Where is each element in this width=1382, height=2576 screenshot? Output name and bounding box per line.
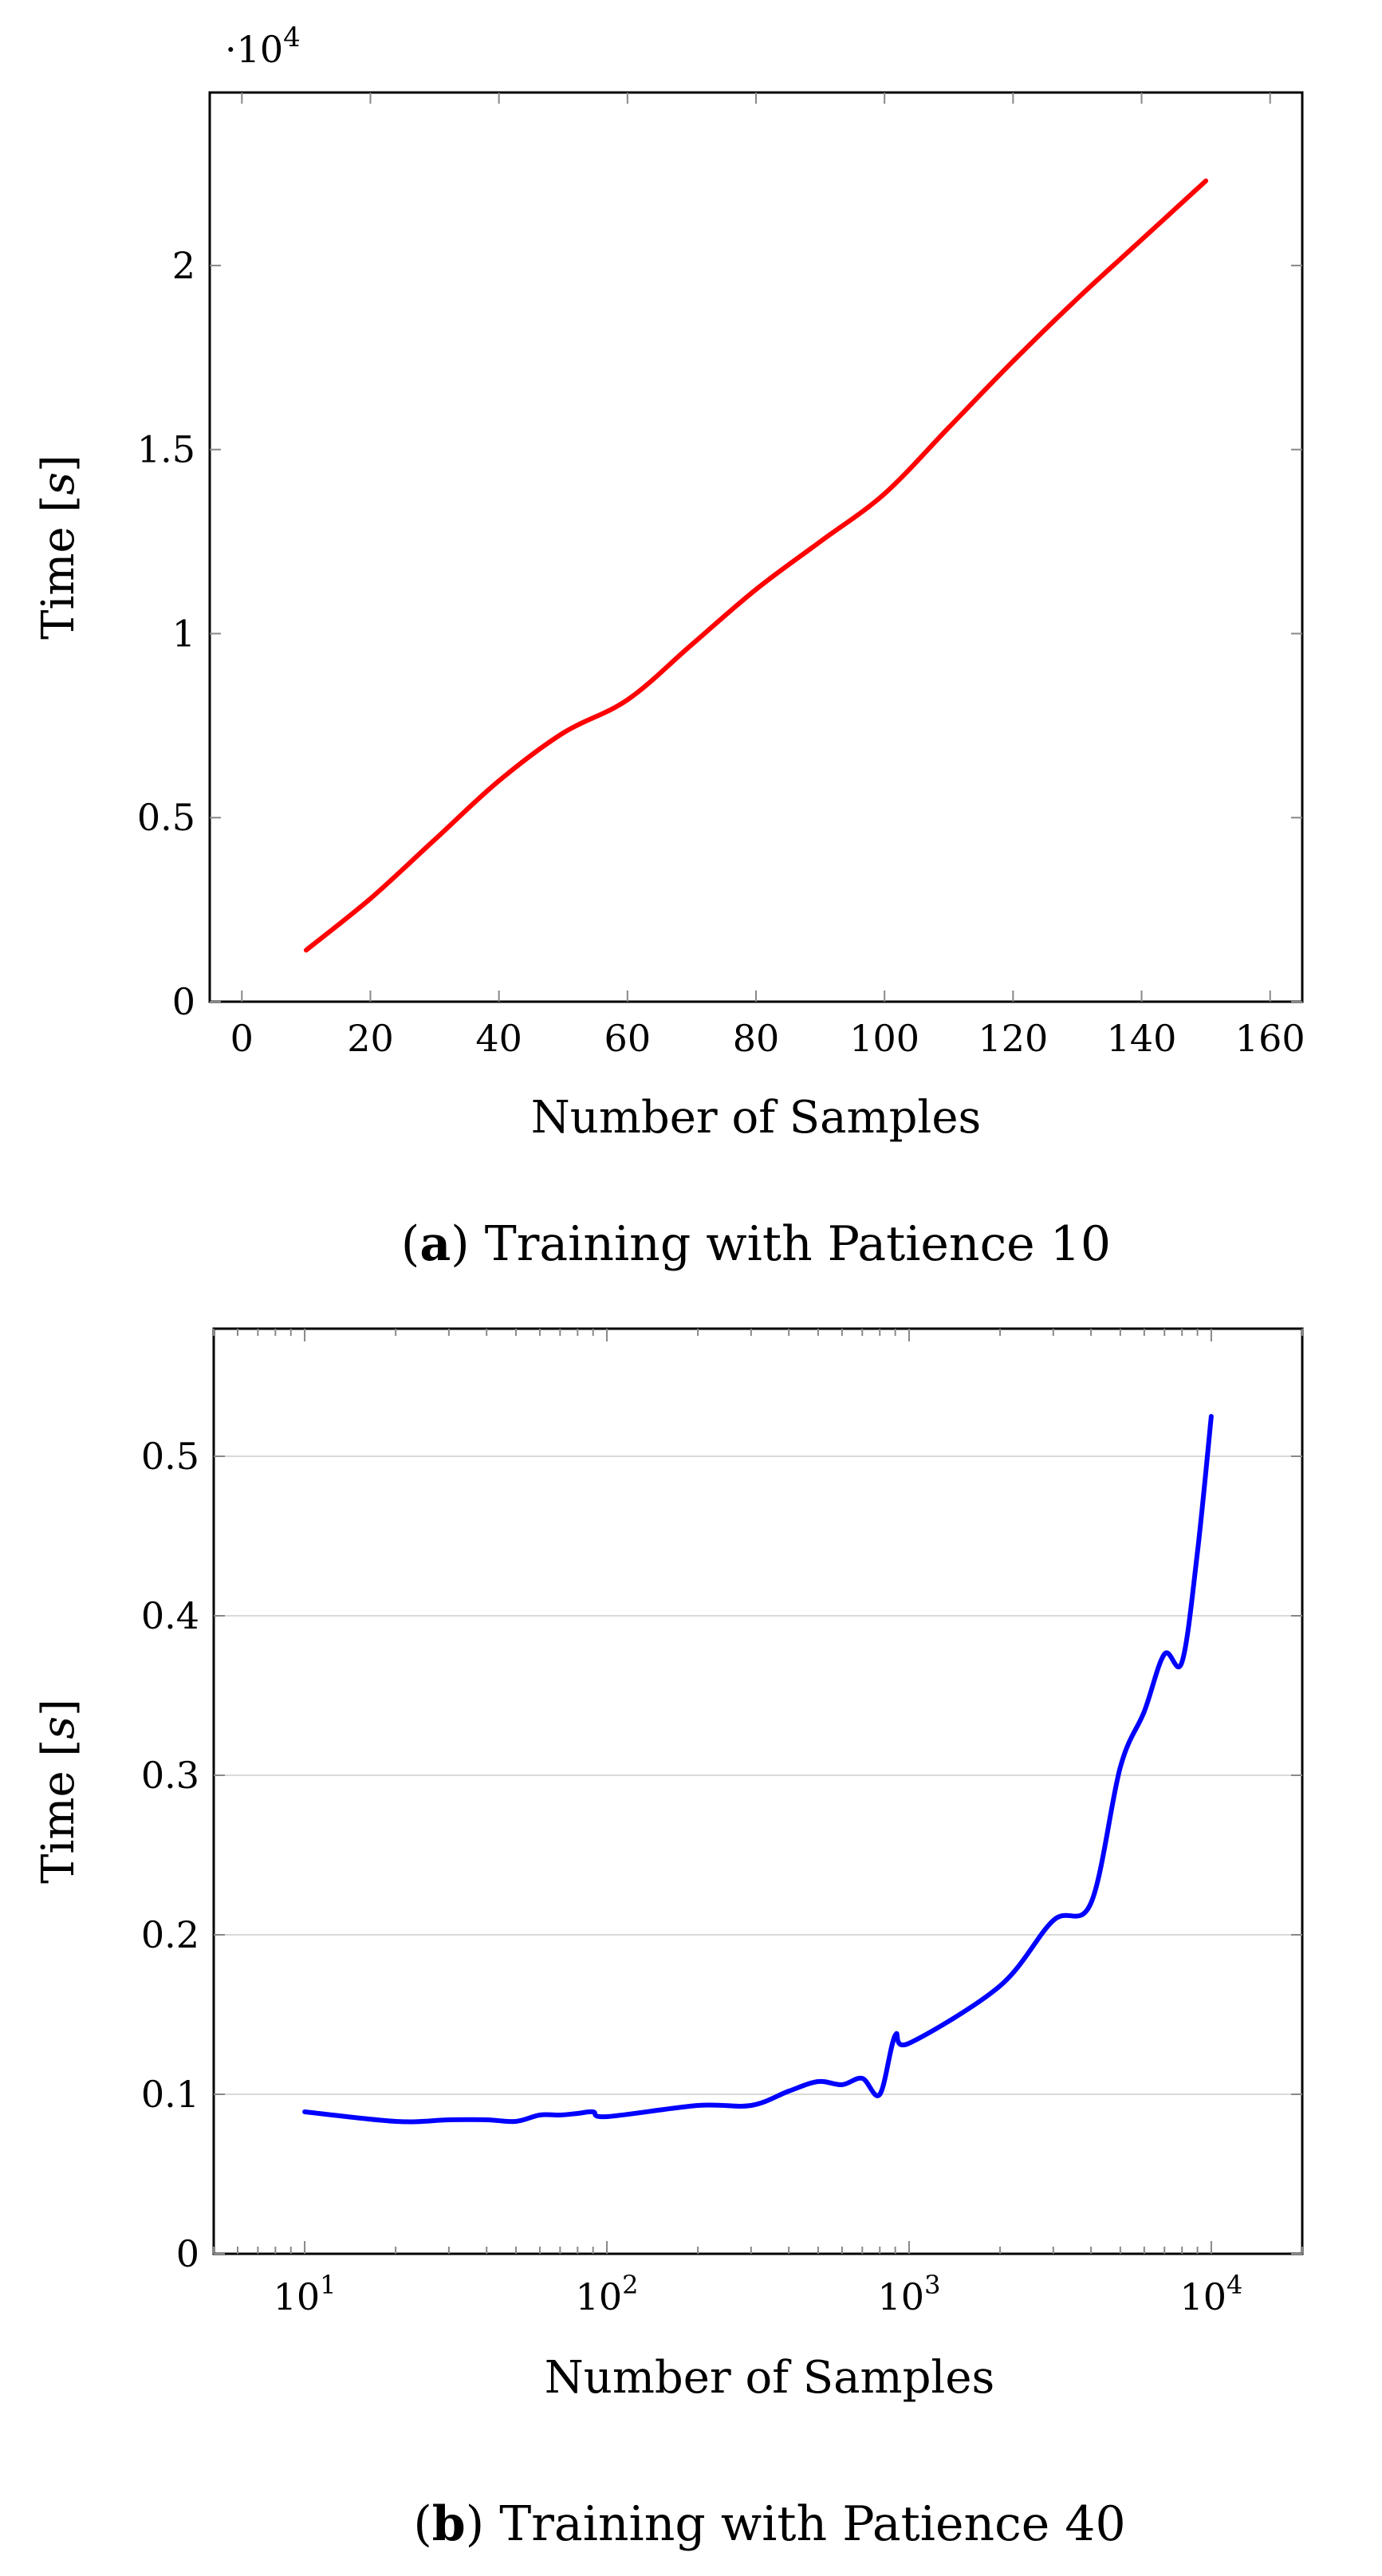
chart-a-x-tick-label: 100 bbox=[849, 1017, 919, 1060]
chart-a-x-tick-label: 60 bbox=[604, 1017, 652, 1060]
chart-b-x-tick-label: 104 bbox=[1179, 2270, 1242, 2318]
chart-b-x-tick-label: 102 bbox=[576, 2270, 639, 2318]
chart-b-plot-area bbox=[212, 1327, 1304, 2255]
chart-a: ·104 0 20 40 60 80 100 120 140 160 0 0.5 1 1.5 2 Num… bbox=[33, 22, 1305, 1272]
chart-a-y-tick-label: 1 bbox=[172, 612, 195, 655]
chart-a-y-tick-label: 1.5 bbox=[137, 428, 195, 471]
chart-a-y-tick-label: 0.5 bbox=[137, 796, 195, 839]
chart-a-x-tick-label: 160 bbox=[1235, 1017, 1305, 1060]
chart-a-x-tick-label: 80 bbox=[733, 1017, 780, 1060]
chart-a-x-tick-label: 120 bbox=[978, 1017, 1048, 1060]
chart-b-y-tick-label: 0.3 bbox=[141, 1754, 199, 1797]
chart-a-y-axis-title: Time [s] bbox=[33, 455, 85, 640]
chart-b-y-tick-label: 0.5 bbox=[141, 1435, 199, 1478]
chart-a-y-tick-label: 0 bbox=[172, 980, 195, 1023]
chart-b-y-axis-title: Time [s] bbox=[33, 1699, 85, 1884]
chart-a-x-axis: 0 20 40 60 80 100 120 140 160 bbox=[230, 93, 1305, 1060]
chart-b-x-tick-label: 103 bbox=[878, 2270, 941, 2318]
chart-a-y-axis: 0 0.5 1 1.5 2 bbox=[137, 244, 1302, 1023]
chart-a-x-tick-label: 20 bbox=[347, 1017, 394, 1060]
chart-a-x-tick-label: 140 bbox=[1107, 1017, 1177, 1060]
chart-a-x-axis-title: Number of Samples bbox=[531, 1092, 981, 1144]
chart-a-y-multiplier: ·104 bbox=[225, 22, 301, 71]
chart-b-gridlines bbox=[214, 1455, 1302, 2095]
chart-b-y-axis: 0 0.1 0.2 0.3 0.4 0.5 bbox=[141, 1435, 1302, 2275]
chart-a-x-tick-label: 40 bbox=[475, 1017, 522, 1060]
chart-b-x-tick-label: 101 bbox=[274, 2270, 337, 2318]
chart-a-y-tick-label: 2 bbox=[172, 244, 195, 287]
chart-b-x-axis-title: Number of Samples bbox=[545, 2352, 994, 2404]
chart-b-caption: (b) Training with Patience 40 bbox=[413, 2496, 1125, 2552]
chart-b: 101 102 103 104 0 0.1 0.2 0.3 0.4 0.5 Number of … bbox=[33, 1327, 1304, 2552]
chart-a-x-tick-label: 0 bbox=[230, 1017, 254, 1060]
chart-a-caption: (a) Training with Patience 10 bbox=[401, 1216, 1111, 1272]
chart-b-y-tick-label: 0.1 bbox=[141, 2073, 199, 2116]
chart-a-series-line bbox=[303, 178, 1209, 953]
chart-b-y-tick-label: 0 bbox=[176, 2232, 199, 2275]
chart-b-series-line bbox=[302, 1414, 1214, 2125]
chart-b-x-axis: 101 102 103 104 bbox=[213, 1329, 1303, 2318]
chart-b-y-tick-label: 0.2 bbox=[141, 1913, 199, 1956]
chart-a-plot-area bbox=[208, 91, 1304, 1003]
chart-b-y-tick-label: 0.4 bbox=[141, 1594, 199, 1637]
